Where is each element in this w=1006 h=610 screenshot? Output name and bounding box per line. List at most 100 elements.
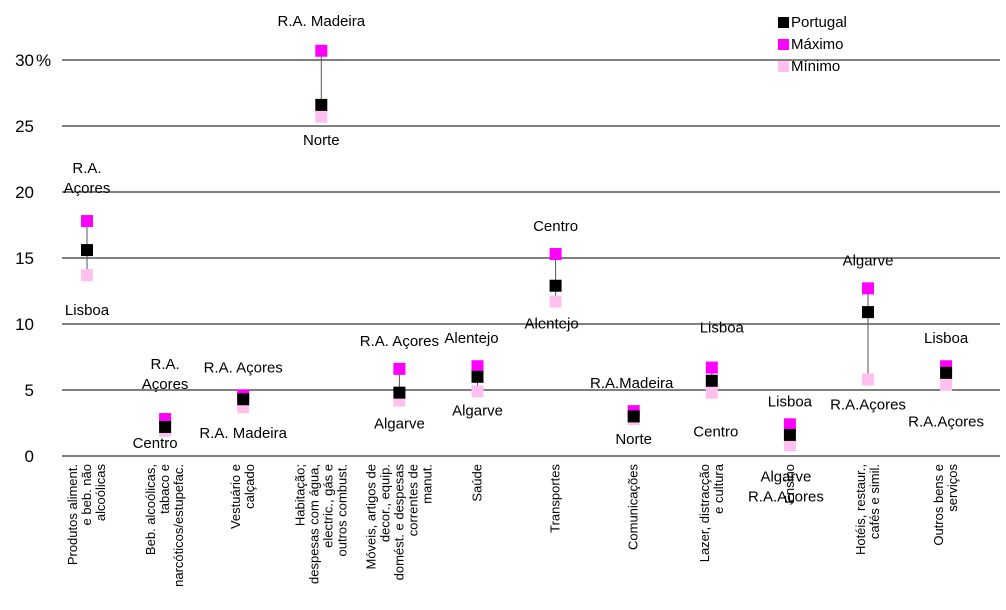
- category-label-line: correntes de: [405, 464, 420, 536]
- annotation-label: Lisboa: [700, 320, 745, 337]
- legend-label: Mínimo: [791, 58, 840, 75]
- marker-portugal: [862, 306, 874, 319]
- category-label: Comunicações: [626, 464, 641, 550]
- legend: Portugal Máximo Mínimo: [778, 14, 847, 75]
- marker-mnimo: [940, 378, 953, 391]
- marker-mnimo: [471, 385, 484, 398]
- category-label-line: domést. e despesas: [391, 464, 406, 581]
- category-label: Vestuário e calçado: [228, 464, 257, 529]
- marker-mnimo: [862, 373, 874, 386]
- category-label: Beb. alcoólicas, tabaco e narcóticos/estup…: [143, 464, 186, 587]
- annotation-label: R.A.: [72, 160, 101, 177]
- category-label: Lazer, distracção e cultura: [697, 463, 726, 562]
- marker-portugal: [237, 393, 250, 406]
- legend-label: Máximo: [791, 36, 844, 53]
- legend-swatch: [778, 39, 789, 50]
- category-label-line: e cultura: [711, 463, 726, 514]
- annotation-label: Centro: [693, 424, 738, 441]
- marker-portugal: [315, 98, 328, 111]
- annotation-label: R.A. Madeira: [278, 13, 366, 30]
- category-label-line: Móveis, artigos de: [363, 464, 378, 570]
- category-label-line: tabaco e: [157, 464, 172, 514]
- annotation-label: R.A.Açores: [748, 488, 824, 505]
- category-label-line: Beb. alcoólicas,: [143, 464, 158, 555]
- marker-portugal: [549, 279, 562, 292]
- marker-portugal: [471, 370, 484, 383]
- category-label-line: outros combust.: [334, 464, 349, 557]
- category-label-line: alcoólicas: [93, 464, 108, 522]
- y-tick-label: 0: [25, 447, 34, 466]
- annotation-label: Centro: [133, 435, 178, 452]
- annotation-label: Algarve: [452, 402, 503, 419]
- y-tick-label: 5: [25, 381, 34, 400]
- category-label-line: Hotéis, restaur.,: [853, 464, 868, 555]
- category-label-line: calçado: [242, 464, 257, 509]
- legend-label: Portugal: [791, 14, 847, 31]
- marker-portugal: [940, 366, 953, 379]
- marker-mximo: [81, 215, 93, 228]
- category-label: Saúde: [470, 464, 485, 502]
- category-label-line: Lazer, distracção: [697, 464, 712, 562]
- annotation-label: R.A. Madeira: [199, 425, 287, 442]
- marker-portugal: [81, 244, 93, 257]
- annotation-label: Açores: [64, 180, 111, 197]
- category-label-line: Vestuário e: [228, 464, 243, 529]
- y-tick-label: 25: [15, 117, 34, 136]
- annotation-label: Alentejo: [524, 316, 578, 333]
- marker-mximo: [549, 248, 562, 261]
- category-label-line: serviços: [945, 464, 960, 512]
- category-label-line: despesas com água,: [306, 464, 321, 584]
- category-label-line: decor., equip.: [377, 464, 392, 542]
- annotation-label: R.A.Açores: [908, 414, 984, 431]
- y-tick-label: 20: [15, 183, 34, 202]
- category-label: Outros bens e serviços: [931, 464, 960, 546]
- range-lines: [86, 50, 947, 446]
- annotation-label: Alentejo: [444, 330, 498, 347]
- category-labels: Produtos aliment. e beb. não alcoólicas Beb…: [65, 463, 960, 587]
- marker-mximo: [783, 418, 796, 431]
- annotation-label: Algarve: [374, 416, 425, 433]
- category-label-line: Outros bens e: [931, 464, 946, 546]
- category-label-line: Ensino: [782, 464, 797, 504]
- marker-portugal: [159, 420, 172, 433]
- category-label-line: Produtos aliment.: [65, 464, 80, 565]
- category-label: Produtos aliment. e beb. não alcoólicas: [65, 464, 108, 566]
- marker-portugal: [393, 386, 406, 399]
- annotation-label: R.A.Madeira: [590, 375, 674, 392]
- y-tick-label: 15: [15, 249, 34, 268]
- category-label: Ensino: [782, 464, 797, 504]
- legend-swatch: [778, 17, 789, 28]
- annotation-label: R.A. Açores: [204, 359, 283, 376]
- category-label-line: manut.: [419, 464, 434, 504]
- annotation-label: Centro: [533, 218, 578, 235]
- gridlines: [62, 59, 1000, 457]
- legend-swatch: [778, 61, 789, 72]
- annotation-label: R.A. Açores: [360, 333, 439, 350]
- category-label: Móveis, artigos de decor., equip. domést. …: [363, 464, 434, 581]
- marker-mximo: [315, 44, 328, 57]
- marker-portugal: [627, 410, 640, 423]
- y-axis-ticks: 0 5 10 15 20 25 30%: [15, 51, 51, 466]
- annotation-label: R.A.Açores: [830, 396, 906, 413]
- marker-mximo: [471, 360, 484, 373]
- category-label-line: Transportes: [548, 464, 563, 533]
- category-label-line: Saúde: [470, 464, 485, 502]
- annotation-label: Lisboa: [65, 302, 110, 319]
- annotation-label: Norte: [615, 431, 652, 448]
- category-label-line: e beb. não: [79, 464, 94, 525]
- category-label: Habitação; despesas com água, electric., g…: [292, 464, 349, 584]
- data-markers: [81, 44, 953, 452]
- marker-portugal: [705, 374, 718, 387]
- marker-mnimo: [705, 386, 718, 399]
- annotation-label: Norte: [303, 132, 340, 149]
- annotation-label: Lisboa: [768, 393, 813, 410]
- marker-mnimo: [81, 269, 93, 282]
- marker-portugal: [783, 428, 796, 441]
- marker-mximo: [862, 282, 874, 295]
- category-label-line: narcóticos/estupefac.: [171, 464, 186, 587]
- category-label: Transportes: [548, 464, 563, 533]
- annotation-label: Lisboa: [924, 330, 969, 347]
- marker-mnimo: [315, 110, 328, 123]
- annotation-label: Algarve: [843, 252, 894, 269]
